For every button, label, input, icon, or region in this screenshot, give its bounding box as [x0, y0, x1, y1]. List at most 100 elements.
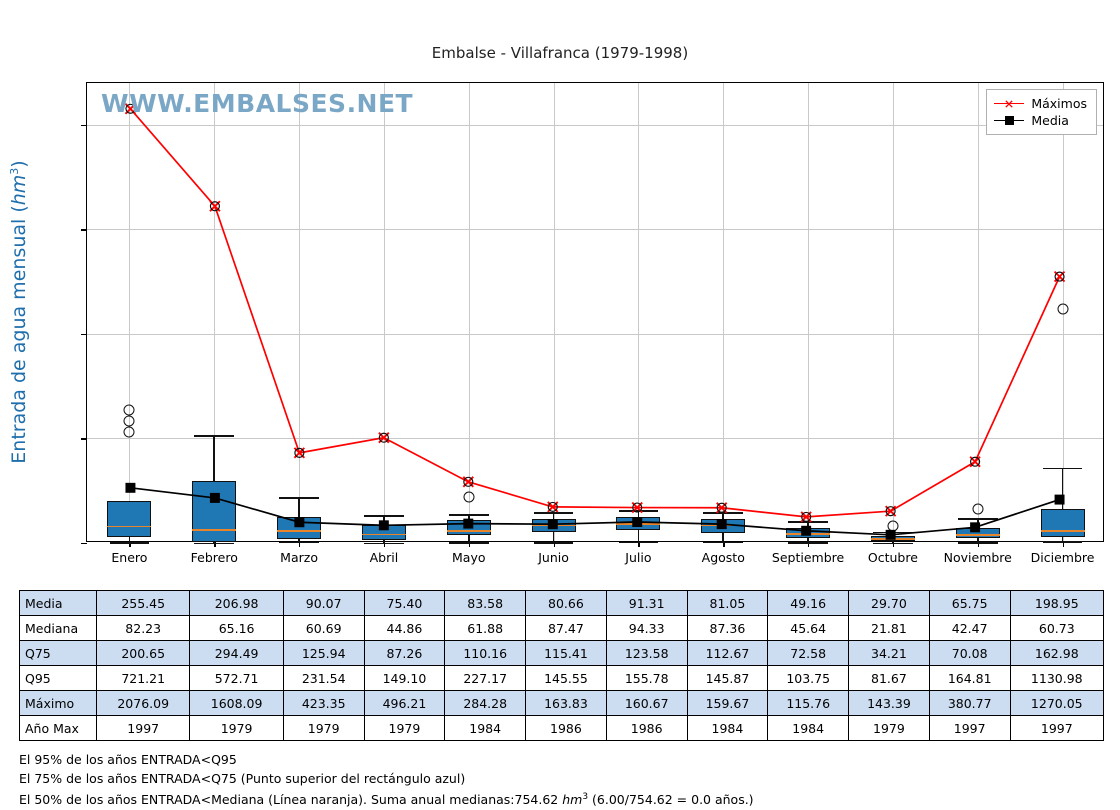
whisker-upper-agosto	[722, 512, 725, 520]
gridline-y	[87, 229, 1103, 231]
whisker-upper-marzo	[298, 497, 300, 517]
gridline-x	[299, 83, 301, 541]
cell-mediana-enero: 82.23	[95, 615, 191, 641]
gridline-x	[723, 83, 725, 541]
x-tick-mark	[553, 541, 555, 547]
cell-máximo-julio: 160.67	[605, 690, 688, 716]
whisker-cap-lower-marzo	[279, 541, 319, 544]
cell-mediana-mayo: 61.88	[444, 615, 527, 641]
box-diciembre	[1040, 508, 1085, 537]
cell-mediana-abril: 44.86	[363, 615, 446, 641]
row-header-máximo: Máximo	[19, 690, 97, 716]
cell-mediana-diciembre: 60.73	[1009, 615, 1105, 641]
x-tick-label-mayo: Mayo	[452, 550, 486, 565]
series-overlay	[124, 103, 1066, 540]
footnote-mediana: El 50% de los años ENTRADA<Mediana (Líne…	[19, 792, 754, 808]
cell-máximo-marzo: 423.35	[282, 690, 365, 716]
table-row: Máximo 2076.09 1608.09 423.35 496.21 284.28 16…	[19, 690, 1105, 716]
whisker-lower-marzo	[298, 538, 300, 542]
cell-q75-abril: 87.26	[363, 640, 446, 666]
whisker-cap-lower-julio	[618, 541, 659, 544]
cell-media-marzo: 90.07	[282, 590, 365, 616]
cell-año-max-marzo: 1979	[282, 715, 365, 741]
max-outlier-marzo	[294, 447, 305, 458]
cell-q95-octubre: 81.67	[848, 665, 930, 691]
cell-q95-febrero: 572.71	[189, 665, 284, 691]
cell-media-julio: 91.31	[605, 590, 688, 616]
median-line-noviembre	[955, 534, 1000, 536]
whisker-cap-lower-abril	[364, 542, 404, 545]
x-tick-mark	[723, 541, 725, 547]
whisker-cap-upper-junio	[533, 512, 574, 515]
x-tick-mark	[977, 541, 980, 547]
marker-media-marzo	[294, 517, 305, 528]
table-row: Q75 200.65 294.49 125.94 87.26 110.16 115.41 12…	[19, 640, 1105, 666]
whisker-upper-abril	[383, 515, 385, 525]
whisker-cap-lower-noviembre	[957, 542, 998, 544]
cell-máximo-septiembre: 115.76	[767, 690, 850, 716]
whisker-upper-julio	[637, 510, 640, 518]
footnote-q75: El 75% de los años ENTRADA<Q75 (Punto su…	[19, 771, 466, 786]
median-line-abril	[361, 533, 406, 536]
box-enero	[107, 501, 152, 538]
gridline-x	[468, 83, 470, 541]
max-outlier-abril	[378, 432, 389, 443]
x-tick-mark	[1062, 541, 1064, 547]
whisker-lower-diciembre	[1061, 536, 1064, 541]
cell-q95-agosto: 145.87	[686, 665, 769, 691]
marker-media-enero	[125, 482, 136, 493]
cell-q75-julio: 123.58	[605, 640, 688, 666]
max-outlier-octubre	[885, 506, 896, 517]
outlier-mayo	[463, 491, 475, 503]
cell-mediana-octubre: 21.81	[848, 615, 930, 641]
gridline-x	[214, 83, 216, 541]
x-tick-mark	[299, 541, 301, 547]
marker-media-diciembre	[1054, 494, 1065, 505]
gridline-x	[892, 83, 894, 541]
x-tick-mark	[638, 541, 640, 547]
whisker-lower-agosto	[722, 532, 725, 542]
cell-año-max-noviembre: 1997	[928, 715, 1011, 741]
row-header-q95: Q95	[19, 665, 97, 691]
series-line-máximos	[129, 108, 1061, 518]
max-outlier-noviembre	[970, 456, 981, 467]
gridline-y	[87, 333, 1103, 335]
footnote-q95: El 95% de los años ENTRADA<Q95	[19, 752, 237, 767]
x-tick-label-abril: Abril	[369, 550, 399, 565]
x-tick-label-diciembre: Diciembre	[1030, 550, 1095, 565]
whisker-lower-febrero	[213, 541, 216, 543]
cell-año-max-diciembre: 1997	[1009, 715, 1105, 741]
cell-media-junio: 80.66	[525, 590, 607, 616]
plot-inner: 0500100015002000EneroFebreroMarzoAbrilMa…	[81, 83, 1103, 565]
cell-q75-marzo: 125.94	[282, 640, 365, 666]
whisker-lower-junio	[552, 532, 555, 543]
whisker-cap-upper-mayo	[448, 514, 489, 516]
y-axis-label: Entrada de agua mensual (hm3)	[7, 160, 31, 464]
row-header-mediana: Mediana	[19, 615, 97, 641]
marker-media-febrero	[209, 492, 220, 503]
max-outlier-enero	[125, 103, 136, 114]
whisker-lower-noviembre	[976, 538, 979, 543]
cell-año-max-agosto: 1984	[686, 715, 769, 741]
marker-media-abril	[378, 520, 389, 531]
whisker-lower-abril	[383, 539, 385, 543]
x-tick-label-octubre: Octubre	[867, 550, 918, 565]
watermark: WWW.EMBALSES.NET	[101, 89, 414, 118]
x-tick-mark	[129, 541, 131, 547]
max-outlier-junio	[547, 501, 558, 512]
whisker-lower-enero	[128, 537, 131, 543]
cell-año-max-mayo: 1984	[444, 715, 527, 741]
cell-máximo-junio: 163.83	[525, 690, 607, 716]
marker-media-octubre	[885, 529, 896, 540]
legend-label-maximos: Máximos	[1031, 96, 1087, 111]
cell-año-max-febrero: 1979	[189, 715, 284, 741]
cell-máximo-diciembre: 1270.05	[1009, 690, 1105, 716]
x-tick-mark	[808, 541, 810, 547]
cell-media-mayo: 83.58	[444, 590, 527, 616]
max-outlier-agosto	[716, 502, 727, 513]
cell-q95-abril: 149.10	[363, 665, 446, 691]
cell-media-noviembre: 65.75	[928, 590, 1011, 616]
cell-año-max-enero: 1997	[95, 715, 191, 741]
outlier-enero	[123, 415, 135, 427]
marker-media-mayo	[463, 518, 474, 529]
